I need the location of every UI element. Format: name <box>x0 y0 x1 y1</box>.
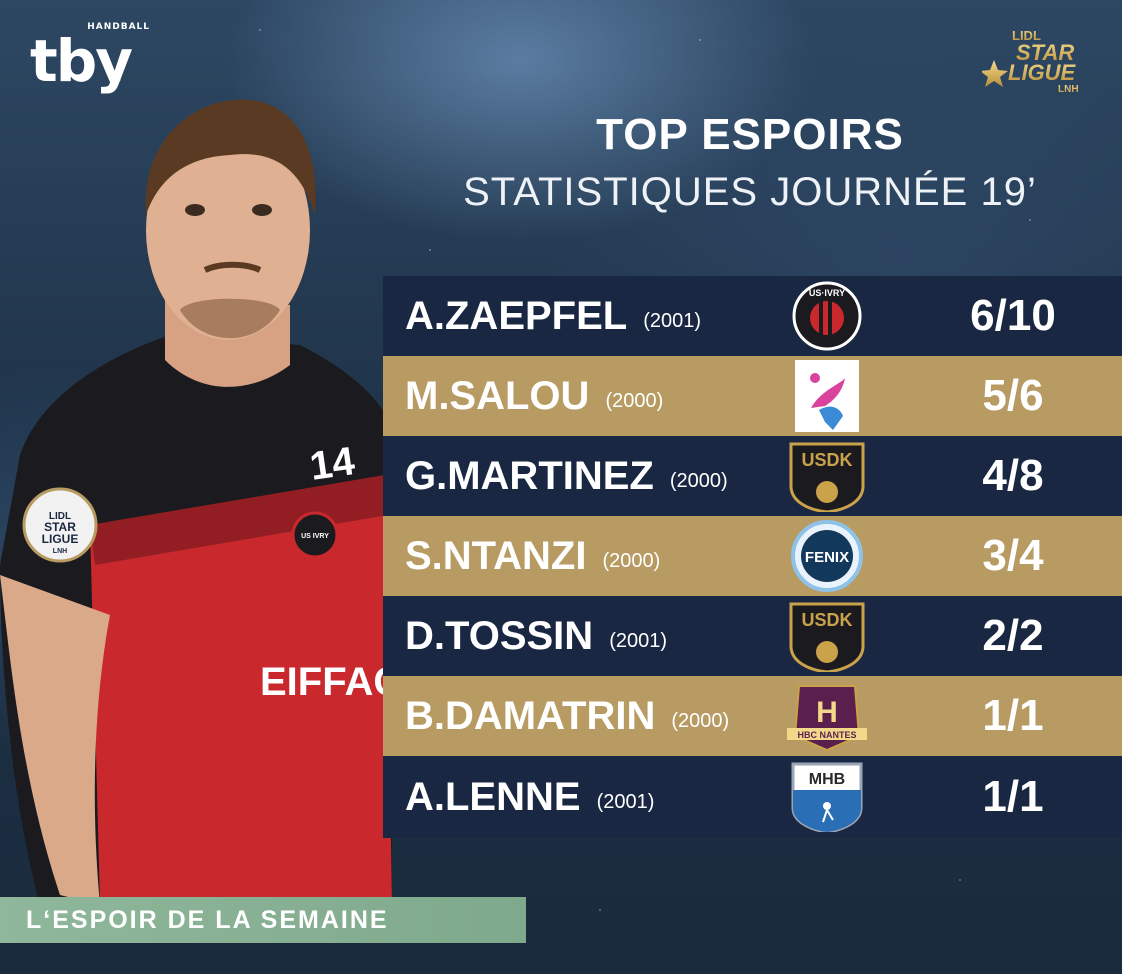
player-year: (2000) <box>602 549 661 572</box>
tby-logo-text: tby <box>30 27 133 95</box>
tby-logo: tby HANDBALL <box>30 22 160 102</box>
league-patch-line-2: STAR <box>44 520 76 534</box>
player-name: S.NTANZI <box>405 533 587 578</box>
player-photo: 14 EIFFAGE LIDL STAR LIGUE LNH US IVRY <box>0 99 400 905</box>
us-ivry-badge-icon: US·IVRY <box>792 281 862 351</box>
player-arm <box>0 575 110 905</box>
player-score: 5/6 <box>982 371 1044 420</box>
player-score: 1/1 <box>982 772 1044 821</box>
usdk-badge-icon: USDK <box>789 602 865 672</box>
player-name: D.TOSSIN <box>405 613 594 658</box>
player-year: (2001) <box>643 309 702 332</box>
player-score: 6/10 <box>970 291 1056 340</box>
player-year: (2001) <box>609 629 667 652</box>
league-patch-line-1: LIDL <box>49 511 71 522</box>
jersey-red <box>90 475 392 905</box>
page-subtitle: STATISTIQUES JOURNÉE 19’ <box>463 170 1037 214</box>
player-name: B.DAMATRIN <box>405 693 656 738</box>
table-row: S.NTANZI (2000) FENIX 3/4 <box>383 516 1122 596</box>
player-score: 1/1 <box>982 691 1044 740</box>
hbc-nantes-badge-icon: H HBC NANTES <box>787 685 867 752</box>
jersey-sponsor: EIFFAGE <box>260 660 400 704</box>
player-score: 4/8 <box>982 451 1044 500</box>
player-name: G.MARTINEZ <box>405 453 654 498</box>
lsl-line-3: LIGUE <box>1008 60 1077 85</box>
jersey-club-badge-icon <box>291 511 339 559</box>
player-year: (2000) <box>669 469 728 492</box>
player-score: 2/2 <box>982 611 1044 660</box>
jersey-number: 14 <box>307 439 358 489</box>
table-row: D.TOSSIN (2001) USDK 2/2 <box>383 596 1122 676</box>
club-badge-text: HBC NANTES <box>797 730 856 740</box>
player-name: A.ZAEPFEL <box>405 293 628 338</box>
jersey-club-badge-text: US IVRY <box>301 533 329 540</box>
player-score: 3/4 <box>982 531 1044 580</box>
usdk-badge-icon: USDK <box>789 442 865 512</box>
svg-text:H: H <box>816 696 838 729</box>
league-patch-line-4: LNH <box>53 548 67 555</box>
table-row: A.LENNE (2001) MHB 1/1 <box>383 756 1122 838</box>
lsl-line-2: STAR <box>1016 40 1074 65</box>
club-badge-text: USDK <box>801 610 852 630</box>
fenix-badge-icon: FENIX <box>791 520 863 592</box>
pink-figure-badge-icon <box>795 360 859 432</box>
espoir-banner: L‘ESPOIR DE LA SEMAINE <box>0 897 526 943</box>
page-title: TOP ESPOIRS <box>596 110 904 159</box>
mhb-badge-icon: MHB <box>791 762 863 832</box>
player-beard <box>180 298 280 339</box>
club-badge-text: FENIX <box>805 549 849 566</box>
star-icon <box>982 60 1008 87</box>
tby-logo-sub: HANDBALL <box>87 22 150 32</box>
player-hair <box>145 99 316 215</box>
league-patch-icon <box>22 487 98 563</box>
player-year: (2000) <box>605 389 664 412</box>
table-row: G.MARTINEZ (2000) USDK 4/8 <box>383 436 1122 516</box>
league-patch-line-3: LIGUE <box>42 532 79 546</box>
player-name: M.SALOU <box>405 373 590 418</box>
lsl-line-4: LNH <box>1058 84 1079 94</box>
table-row: B.DAMATRIN (2000) H HBC NANTES 1/1 <box>383 676 1122 756</box>
club-badge-text: US·IVRY <box>809 288 845 298</box>
player-year: (2000) <box>671 709 730 732</box>
club-badge-text: MHB <box>809 771 845 788</box>
espoir-banner-text: L‘ESPOIR DE LA SEMAINE <box>26 905 389 934</box>
club-badge-text: USDK <box>801 450 852 470</box>
lidl-star-ligue-logo: LIDL STAR LIGUE LNH <box>982 28 1079 94</box>
lsl-line-1: LIDL <box>1012 28 1041 43</box>
ranking-table: A.ZAEPFEL (2001) US·IVRY 6/10 M.SALOU (200… <box>383 276 1122 838</box>
player-name: A.LENNE <box>405 774 581 819</box>
player-year: (2001) <box>596 790 655 813</box>
table-row: M.SALOU (2000) 5/6 <box>383 356 1122 436</box>
table-row: A.ZAEPFEL (2001) US·IVRY 6/10 <box>383 276 1122 356</box>
player-head <box>146 120 310 340</box>
